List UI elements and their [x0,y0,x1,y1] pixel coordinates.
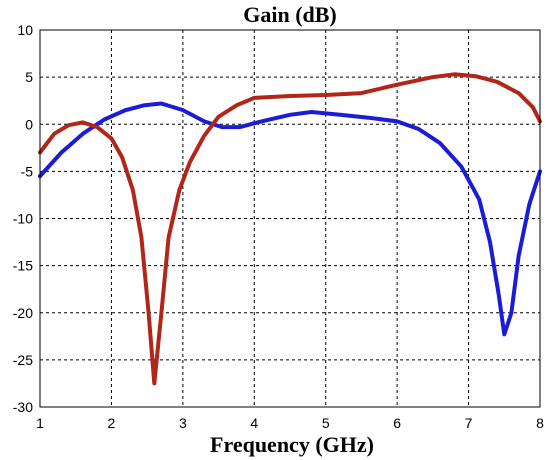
y-axis-ticks: 10 5 0 -5 -10 -15 -20 -25 -30 [13,22,33,415]
grid [40,30,540,407]
x-tick-label: 3 [179,415,187,431]
plot-frame [39,29,541,408]
x-axis-ticks: 1 2 3 4 5 6 7 8 [36,415,544,431]
x-tick-label: 6 [393,415,401,431]
y-tick-label: -20 [13,305,33,321]
y-tick-label: 0 [25,116,33,132]
x-tick-label: 1 [36,415,44,431]
series-line-2 [38,72,542,386]
y-tick-label: 5 [25,69,33,85]
y-tick-label: -10 [13,211,33,227]
x-tick-label: 4 [250,415,258,431]
x-tick-label: 2 [108,415,116,431]
x-axis-label: Frequency (GHz) [210,432,374,457]
x-tick-label: 7 [465,415,473,431]
series-layer [38,72,542,386]
x-tick-label: 5 [322,415,330,431]
chart-title: Gain (dB) [243,2,337,27]
y-tick-label: -25 [13,352,33,368]
x-tick-label: 8 [536,415,544,431]
y-tick-label: -15 [13,258,33,274]
y-tick-label: -5 [21,163,34,179]
series-line-1 [38,101,542,337]
y-tick-label: -30 [13,399,33,415]
y-tick-label: 10 [17,22,33,38]
